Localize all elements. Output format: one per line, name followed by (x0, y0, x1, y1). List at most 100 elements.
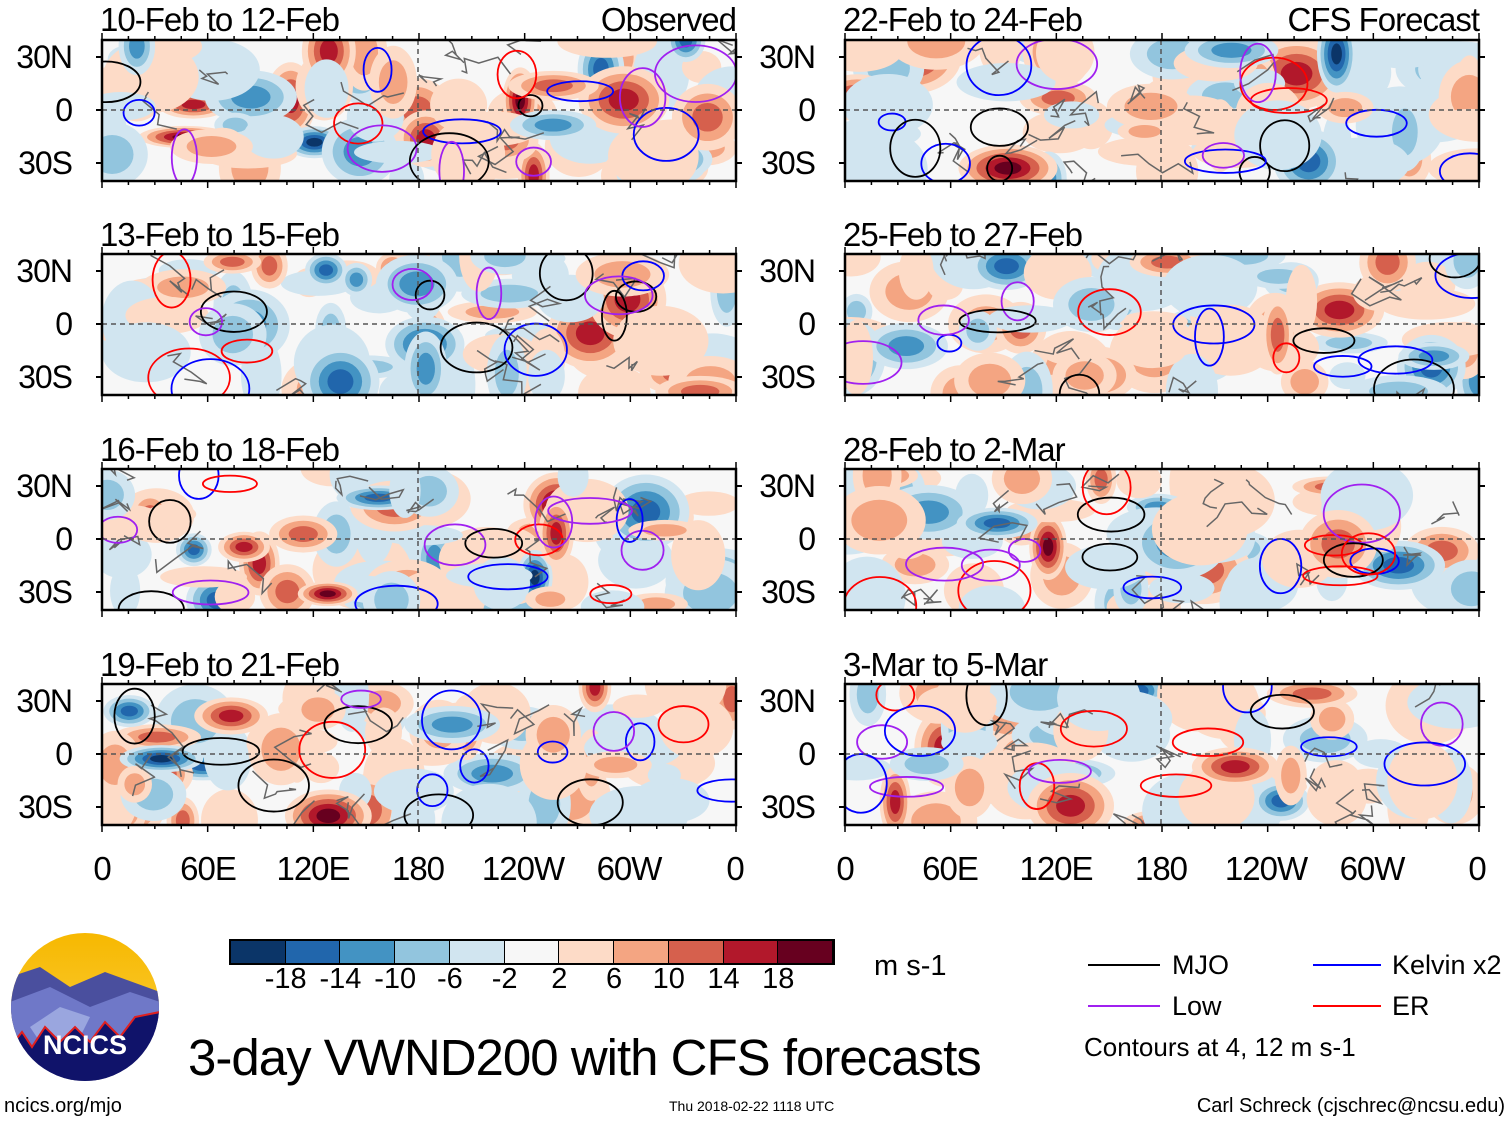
coastline (191, 269, 225, 298)
anomaly-shading (988, 305, 1073, 333)
lon-label: 180 (1134, 850, 1188, 887)
map-panel (96, 677, 742, 832)
colorbar-swatch (340, 941, 396, 963)
lat-label: 0 (798, 92, 816, 128)
coastline (1170, 599, 1206, 610)
panel-title: 10-Feb to 12-Feb (100, 1, 340, 38)
anomaly-shading (175, 810, 190, 825)
anomaly-shading (845, 254, 881, 277)
wave-contour (958, 308, 1037, 334)
anomaly-shading (608, 88, 639, 112)
wave-contour (1139, 773, 1213, 798)
coastline (359, 486, 405, 501)
anomaly-shading (494, 349, 519, 395)
coastline (418, 73, 444, 87)
wave-contour (333, 102, 384, 145)
anomaly-shading (1219, 565, 1278, 610)
logo-text: NCICS (43, 1030, 127, 1060)
lon-label: 0 (726, 850, 744, 887)
map-panel (839, 247, 1485, 402)
anomaly-shading (1124, 92, 1178, 121)
anomaly-shading (845, 73, 933, 136)
coastline (1068, 90, 1100, 127)
wave-contour (188, 307, 223, 337)
coastline (108, 535, 141, 551)
wave-contour (965, 40, 1033, 97)
coastline (1003, 749, 1035, 790)
wave-contour (584, 275, 654, 316)
figure-title: 3-day VWND200 with CFS forecasts (188, 1029, 982, 1086)
coastline (1003, 738, 1029, 752)
footer-timestamp: Thu 2018-02-22 1118 UTC (669, 1098, 835, 1114)
coastline (1034, 338, 1080, 360)
wave-contour (1081, 542, 1139, 572)
wave-contour (459, 748, 490, 784)
coastline (1361, 783, 1385, 805)
anomaly-shading (1450, 74, 1479, 119)
wave-contour (1259, 119, 1311, 173)
anomaly-shading (373, 768, 454, 814)
lat-label: 0 (798, 736, 816, 772)
coastline (292, 800, 315, 825)
anomaly-shading (378, 60, 408, 105)
anomaly-shading (306, 137, 323, 147)
anomaly-shading (557, 469, 589, 497)
anomaly-shading (350, 40, 379, 76)
anomaly-shading (220, 256, 245, 267)
anomaly-shading (1270, 317, 1285, 352)
anomaly-shading (129, 40, 145, 59)
wave-contour (423, 523, 487, 567)
lat-label: 0 (55, 736, 73, 772)
coastline (1349, 805, 1375, 825)
wave-contour (1302, 565, 1379, 587)
anomaly-shading (1318, 706, 1346, 732)
wave-contour (475, 266, 503, 321)
anomaly-shading (594, 756, 638, 773)
anomaly-shading (441, 783, 537, 825)
wave-contour (514, 523, 564, 557)
wave-contour (1383, 741, 1466, 787)
coastline (195, 313, 227, 325)
legend-label: MJO (1172, 950, 1229, 980)
wave-contour (414, 279, 446, 311)
lat-label: 0 (798, 521, 816, 557)
wave-contour (416, 773, 449, 808)
wave-contour (122, 98, 156, 127)
lat-label: 30S (18, 574, 73, 610)
anomaly-shading (904, 753, 949, 775)
anomaly-shading (1211, 42, 1252, 58)
anomaly-shading (319, 264, 334, 276)
lat-label: 30S (18, 789, 73, 825)
lon-label: 120E (276, 850, 350, 887)
anomaly-shading (1331, 43, 1342, 65)
coastline (1245, 479, 1293, 515)
lon-label: 60W (1339, 850, 1406, 887)
wave-contour (624, 722, 656, 762)
wave-contour (170, 358, 251, 395)
wave-contour (1300, 736, 1358, 758)
colorbar-swatch (559, 941, 615, 963)
wave-contour (517, 94, 544, 118)
coastline (477, 702, 514, 729)
anomaly-shading (1163, 254, 1258, 319)
wave-contour (1059, 709, 1128, 748)
wave-contour (1303, 534, 1364, 557)
anomaly-shading (678, 254, 736, 294)
coastline (443, 40, 465, 64)
wave-contour (403, 793, 475, 825)
anomaly-shading (994, 161, 1022, 175)
coastline (252, 770, 297, 800)
colorbar-swatch (614, 941, 669, 963)
anomaly-shading (201, 788, 258, 825)
coastline (1380, 277, 1423, 294)
coastline (1403, 546, 1423, 568)
anomaly-shading (212, 315, 254, 354)
anomaly-shading (362, 690, 401, 717)
wave-contour (408, 132, 490, 181)
footer-url[interactable]: ncics.org/mjo (4, 1095, 122, 1117)
coastline (992, 489, 1010, 514)
colorbar-label: 10 (652, 963, 685, 995)
anomaly-shading (120, 705, 138, 717)
contour-note: Contours at 4, 12 m s-1 (1084, 1032, 1356, 1062)
map-panel (96, 247, 742, 402)
